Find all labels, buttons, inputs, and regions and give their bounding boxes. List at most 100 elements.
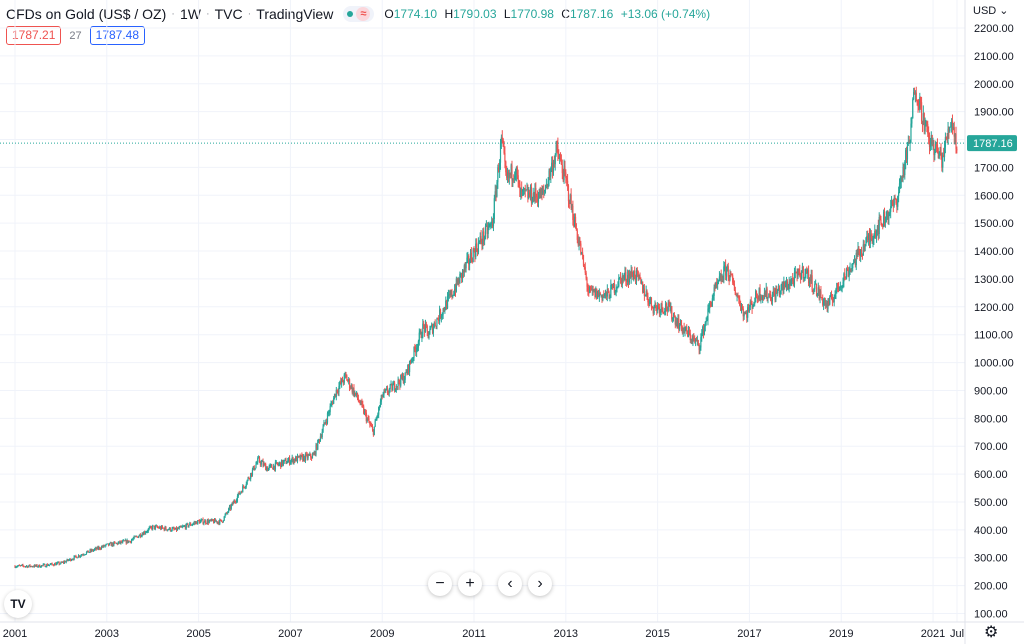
- candle-body: [806, 270, 808, 274]
- y-tick-label: 600.00: [974, 469, 1008, 481]
- candle-body: [225, 512, 227, 515]
- y-tick-label: 1200.00: [974, 302, 1014, 314]
- candle-body: [142, 533, 144, 536]
- candle-body: [765, 288, 767, 297]
- candle-body: [905, 150, 908, 160]
- candle-body: [75, 555, 77, 557]
- candle-body: [694, 340, 697, 342]
- candle-body: [433, 322, 435, 328]
- candle-body: [254, 468, 256, 470]
- candle-body: [843, 273, 845, 282]
- candle-body: [98, 547, 100, 549]
- candle-body: [280, 462, 282, 468]
- candle-body: [529, 192, 531, 197]
- candle-body: [126, 540, 128, 544]
- candle-body: [494, 191, 496, 199]
- candle-body: [770, 294, 772, 301]
- candle-body: [756, 297, 758, 299]
- candle-body: [900, 177, 902, 183]
- candle-body: [785, 285, 787, 288]
- candle-body: [468, 256, 470, 265]
- candle-body: [946, 138, 948, 140]
- interval-label[interactable]: 1W: [179, 6, 201, 22]
- candle-body: [369, 422, 371, 425]
- candlestick-series: [14, 86, 958, 569]
- candle-body: [425, 323, 427, 326]
- currency-selector[interactable]: USD ⌄: [973, 4, 1009, 17]
- candle-body: [863, 244, 865, 252]
- candle-body: [275, 462, 277, 463]
- candle-body: [589, 287, 591, 293]
- candle-body: [821, 297, 823, 298]
- y-tick-label: 800.00: [974, 413, 1008, 425]
- candle-body: [791, 278, 793, 282]
- candle-body: [199, 520, 201, 524]
- candle-body: [888, 213, 890, 219]
- candle-body: [177, 528, 179, 530]
- candle-body: [276, 462, 278, 465]
- candle-body: [903, 167, 905, 176]
- x-tick-label: 2001: [3, 628, 27, 640]
- candle-body: [181, 526, 183, 528]
- candle-body: [139, 534, 141, 537]
- candle-body: [491, 221, 494, 227]
- candle-body: [17, 565, 20, 566]
- candle-body: [484, 225, 487, 237]
- candle-body: [634, 270, 636, 278]
- candle-body: [943, 155, 945, 158]
- candle-body: [129, 540, 131, 542]
- candle-body: [196, 521, 198, 525]
- symbol-title[interactable]: CFDs on Gold (US$ / OZ): [6, 6, 167, 22]
- candle-body: [378, 406, 381, 408]
- candle-body: [424, 323, 427, 332]
- candle-body: [151, 527, 153, 530]
- candle-body: [99, 547, 101, 549]
- candle-body: [788, 281, 790, 288]
- sell-price-button[interactable]: 1787.21: [6, 26, 62, 45]
- candle-body: [328, 412, 330, 414]
- candle-body: [764, 292, 766, 297]
- candle-body: [114, 542, 116, 543]
- candle-body: [137, 536, 140, 538]
- zoom-out-button[interactable]: −: [428, 572, 452, 596]
- candle-body: [28, 564, 30, 567]
- candle-body: [451, 290, 453, 297]
- candle-body: [498, 167, 500, 172]
- candle-body: [416, 347, 419, 349]
- candle-body: [488, 225, 490, 228]
- scroll-right-button[interactable]: ›: [528, 572, 552, 596]
- candle-body: [782, 283, 784, 290]
- candle-body: [493, 198, 495, 220]
- candle-body: [631, 270, 633, 276]
- candle-body: [708, 308, 710, 309]
- candle-body: [132, 538, 134, 540]
- candle-body: [134, 536, 136, 538]
- candle-body: [210, 519, 212, 521]
- candle-body: [877, 225, 879, 235]
- candle-body: [161, 526, 164, 528]
- candle-body: [77, 555, 80, 558]
- x-tick-label: Jul: [950, 628, 964, 640]
- market-status[interactable]: ≈: [343, 6, 375, 22]
- candle-body: [691, 339, 693, 343]
- candle-body: [766, 288, 768, 300]
- candle-body: [475, 243, 477, 257]
- gear-icon[interactable]: ⚙: [984, 624, 999, 641]
- tradingview-logo-icon[interactable]: TV: [4, 590, 32, 618]
- candle-body: [386, 388, 388, 390]
- candle-body: [798, 268, 800, 271]
- candle-body: [678, 318, 680, 330]
- candle-body: [589, 287, 592, 288]
- candle-body: [890, 206, 892, 212]
- candle-body: [216, 521, 218, 523]
- candle-body: [476, 243, 478, 250]
- candle-body: [55, 563, 58, 566]
- zoom-in-button[interactable]: +: [458, 572, 482, 596]
- candle-body: [39, 564, 41, 568]
- candle-body: [257, 458, 259, 463]
- candle-body: [741, 306, 743, 309]
- scroll-left-button[interactable]: ‹: [498, 572, 522, 596]
- candle-body: [778, 288, 781, 295]
- candle-body: [268, 466, 270, 468]
